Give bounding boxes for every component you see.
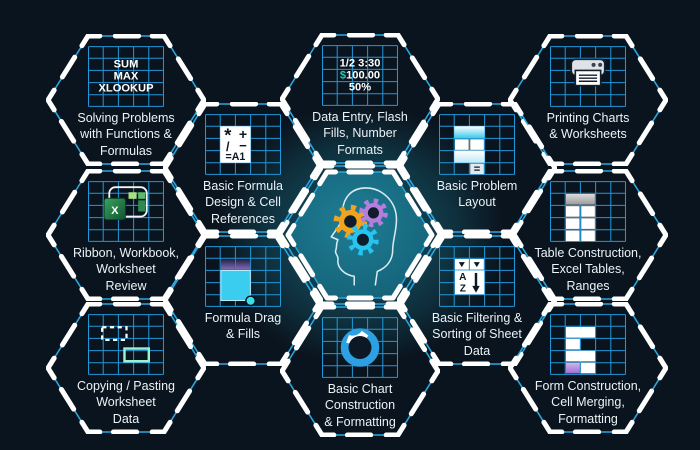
head-with-gears-icon xyxy=(330,187,398,286)
svg-text:$100.00: $100.00 xyxy=(340,70,380,82)
svg-text:+: + xyxy=(239,127,247,143)
tile-label: Ribbon, Workbook, Worksheet Review xyxy=(72,246,180,293)
hexagon-border xyxy=(508,302,668,434)
operators-icon: * + / − =A1 xyxy=(205,114,281,175)
svg-text:−: − xyxy=(239,138,247,153)
excel-logo-icon: X xyxy=(88,181,164,242)
tile-label: Formula Drag & Fills xyxy=(204,311,282,342)
svg-text:XLOOKUP: XLOOKUP xyxy=(98,83,154,95)
svg-text:50%: 50% xyxy=(349,82,371,94)
hexagon-border xyxy=(508,169,668,301)
fill-handle-icon xyxy=(205,246,281,307)
layout-cells-icon: = xyxy=(439,114,515,175)
hexagon-border xyxy=(46,302,206,434)
printer-icon xyxy=(550,46,626,107)
table-icon xyxy=(550,181,626,242)
tile-label: Table Construction, Excel Tables, Ranges xyxy=(534,246,642,293)
number-formats-icon: 1/2 3:30 $100.00 50% xyxy=(322,45,398,106)
tile-label: Solving Problems with Functions & Formul… xyxy=(77,111,175,158)
hexagon-border xyxy=(280,305,440,437)
filter-sort-icon: A Z xyxy=(439,246,515,307)
hex-tile-ribbon-workbook: X Ribbon, Workbook, Worksheet Review xyxy=(46,169,206,301)
hex-tile-solving-problems: SUM MAX XLOOKUP Solving Problems with Fu… xyxy=(46,34,206,166)
svg-text:1/2 3:30: 1/2 3:30 xyxy=(340,57,381,69)
svg-text:A: A xyxy=(459,272,467,283)
svg-text:MAX: MAX xyxy=(114,71,139,83)
hex-tile-problem-layout: = Basic Problem Layout xyxy=(397,102,557,234)
svg-text:Z: Z xyxy=(460,284,466,295)
svg-text:=: = xyxy=(474,163,481,175)
tile-label: Basic Filtering & Sorting of Sheet Data xyxy=(431,311,523,358)
svg-text:X: X xyxy=(111,205,119,217)
tile-label: Data Entry, Flash Fills, Number Formats xyxy=(312,110,408,157)
tile-label: Basic Problem Layout xyxy=(436,179,518,210)
hexagon-border xyxy=(397,102,557,234)
tile-label: Basic Formula Design & Cell References xyxy=(203,179,283,226)
tile-label: Copying / Pasting Worksheet Data xyxy=(77,379,175,426)
tile-label: Basic Chart Construction & Formatting xyxy=(324,382,396,429)
donut-chart-icon xyxy=(322,317,398,378)
hexagon-border xyxy=(280,33,440,165)
hexagon-border xyxy=(397,234,557,366)
tile-label: Form Construction, Cell Merging, Formatt… xyxy=(534,379,642,426)
hex-tile-chart-construction: Basic Chart Construction & Formatting xyxy=(280,305,440,437)
hexagon-border xyxy=(163,234,323,366)
hex-tile-table-construction: Table Construction, Excel Tables, Ranges xyxy=(508,169,668,301)
svg-text:=A1: =A1 xyxy=(226,151,246,163)
gear-purple xyxy=(359,198,388,228)
functions-list-icon: SUM MAX XLOOKUP xyxy=(88,46,164,107)
center-hex-brain xyxy=(274,164,446,306)
copy-paste-cells-icon xyxy=(88,314,164,375)
hexagon-border xyxy=(46,34,206,166)
hex-tile-data-entry: 1/2 3:30 $100.00 50% Data Entry, Flash F… xyxy=(280,33,440,165)
svg-text:*: * xyxy=(224,124,232,145)
hex-tile-form-construction: Form Construction, Cell Merging, Formatt… xyxy=(508,302,668,434)
hex-tile-copy-paste: Copying / Pasting Worksheet Data xyxy=(46,302,206,434)
tile-label: Printing Charts & Worksheets xyxy=(546,111,630,142)
hex-tile-filtering-sorting: A Z Basic Filtering & Sorting of Sheet D… xyxy=(397,234,557,366)
svg-text:SUM: SUM xyxy=(114,58,139,70)
hex-tile-formula-drag: Formula Drag & Fills xyxy=(163,234,323,366)
svg-text:/: / xyxy=(226,140,230,154)
merged-cells-icon xyxy=(550,314,626,375)
